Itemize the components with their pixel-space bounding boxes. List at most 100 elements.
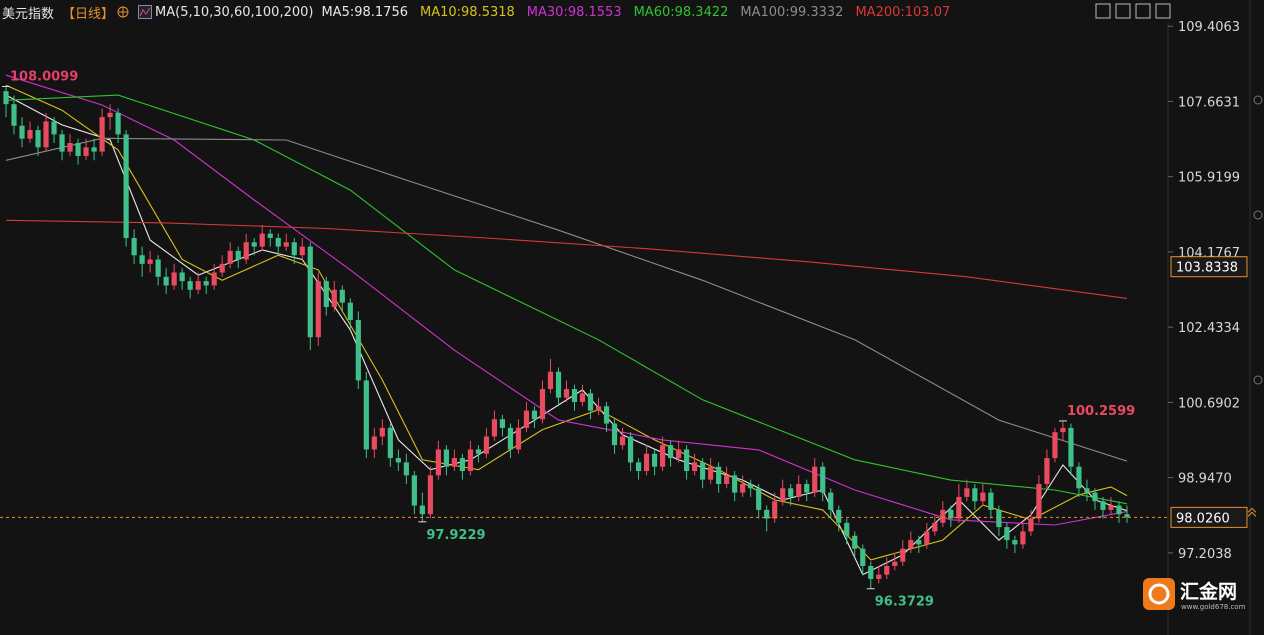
side-icon[interactable] (1253, 210, 1263, 220)
candle-body (515, 427, 522, 450)
legend-entry: MA30:98.1553 (526, 4, 622, 20)
side-icons[interactable] (1253, 95, 1263, 385)
candle-body (555, 371, 562, 398)
side-icon[interactable] (1253, 95, 1263, 105)
candle-body (804, 483, 810, 493)
candle-body (195, 281, 201, 290)
header: 美元指数 【日线】 MA(5,10,30,60,100,200) MA5:98.… (2, 3, 962, 22)
candle-body (379, 427, 385, 437)
logo-name: 汇金网 (1180, 580, 1237, 603)
candle-body (1060, 427, 1066, 433)
candle-body (315, 281, 321, 338)
candle-body (203, 281, 209, 286)
legend-entry: MA200:103.07 (855, 4, 951, 20)
candle-body (443, 449, 449, 467)
y-tick-label: 105.9199 (1178, 171, 1240, 186)
candle-body (19, 125, 25, 139)
candle-body (155, 259, 161, 277)
candle-body (307, 246, 313, 338)
tool-icon[interactable] (1135, 3, 1151, 19)
candle-body (283, 242, 289, 247)
candle-body (1116, 505, 1122, 515)
logo-glyph (1148, 583, 1170, 605)
price-label: 98.0260 (1176, 511, 1230, 526)
ma-icon[interactable] (138, 5, 153, 19)
candle-body (595, 406, 602, 411)
y-tick-label: 109.4063 (1178, 20, 1240, 35)
candle-body (772, 501, 778, 519)
candle-body (323, 281, 329, 308)
candle-body (11, 104, 17, 126)
period[interactable]: 【日线】 (62, 6, 115, 22)
candle-body (996, 509, 1002, 528)
toolbar[interactable] (1095, 3, 1171, 19)
tool-icon[interactable] (1115, 3, 1131, 19)
candle-body (411, 475, 417, 506)
plot-area: 108.0099 97.9229 96.3729 100.2599 (0, 69, 1168, 610)
candle-body (900, 548, 906, 562)
price-arrow (1247, 507, 1257, 517)
candle-body (171, 272, 177, 286)
candle-body (1100, 501, 1106, 510)
candle-body (579, 393, 586, 402)
tool-icon[interactable] (1095, 3, 1111, 19)
candle-body (347, 302, 353, 320)
side-icon[interactable] (1253, 375, 1263, 385)
candle-body (35, 130, 41, 148)
candle-body (459, 458, 466, 472)
candle-body (267, 233, 273, 238)
annotation: 100.2599 (1067, 404, 1135, 419)
candle-body (331, 289, 337, 308)
candle-body (692, 462, 698, 472)
candle-body (91, 147, 97, 152)
candle-body (571, 389, 578, 402)
y-tick-label: 102.4334 (1178, 321, 1240, 336)
candle-body (131, 237, 137, 256)
candle-body (732, 475, 738, 493)
candle-body (780, 488, 786, 502)
candle-body (1020, 531, 1026, 545)
ma-line (5, 219, 1128, 299)
candle-body (892, 561, 898, 566)
candle-body (651, 453, 658, 467)
candle-body (451, 458, 457, 467)
y-tick-label: 100.6902 (1178, 396, 1240, 411)
candle-body (1044, 458, 1050, 484)
candle-body (403, 462, 409, 476)
candle-body (115, 112, 121, 135)
candle-body (211, 272, 217, 286)
candle-body (924, 531, 930, 545)
candle-body (27, 130, 33, 139)
candle-body (563, 389, 570, 398)
candle-body (1036, 483, 1042, 519)
candle-body (363, 380, 369, 450)
candle-body (1124, 514, 1130, 518)
title: 美元指数 (2, 6, 55, 22)
candle-body (820, 466, 826, 493)
candle-body (676, 449, 682, 459)
candle-body (99, 117, 105, 152)
candle-body (964, 488, 970, 497)
legend-entry: MA5:98.1756 (321, 4, 408, 20)
candle-body (908, 540, 914, 549)
candle-body (796, 483, 802, 497)
ma-line (5, 94, 1128, 505)
candle-body (1012, 540, 1018, 545)
legend-entry: MA60:98.3422 (633, 4, 729, 20)
candle-body (107, 112, 113, 118)
candle-body (836, 509, 842, 523)
candle-body (980, 492, 986, 502)
y-tick-label: 97.2038 (1178, 547, 1232, 562)
candle-body (531, 410, 538, 420)
y-tick-label: 107.6631 (1178, 95, 1240, 110)
candle-body (611, 423, 618, 446)
candle-body (419, 505, 425, 515)
candle-body (956, 496, 962, 519)
candle-body (868, 565, 874, 579)
price-label-box (1170, 506, 1248, 528)
candle-body (603, 406, 610, 424)
tool-icon[interactable] (1155, 3, 1171, 19)
period-icon[interactable] (116, 5, 130, 19)
candle-body (147, 259, 153, 264)
